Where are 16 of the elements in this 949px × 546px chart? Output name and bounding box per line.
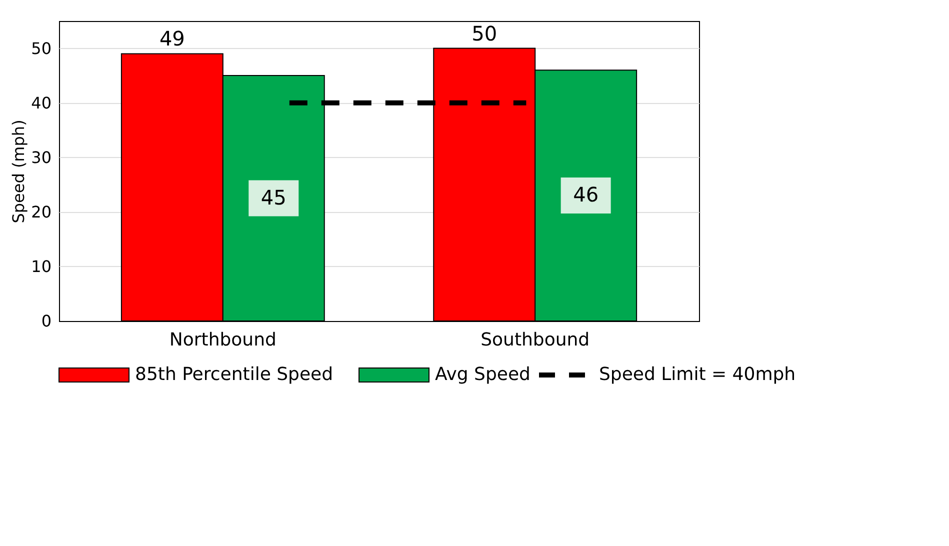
data-label: 50 <box>472 21 498 46</box>
y-tick-label: 40 <box>31 93 52 112</box>
data-label: 45 <box>260 185 286 210</box>
y-tick-label: 0 <box>41 312 52 330</box>
x-tick-label: Southbound <box>480 330 590 350</box>
y-tick-label: 20 <box>31 202 52 222</box>
x-tick-label: Northbound <box>169 330 276 350</box>
legend-label: Avg Speed <box>435 364 530 385</box>
data-label: 49 <box>159 26 185 51</box>
y-tick-label: 10 <box>31 256 52 276</box>
y-tick-label: 50 <box>31 38 52 58</box>
legend-label: 85th Percentile Speed <box>135 364 334 385</box>
y-tick-label: 30 <box>31 148 52 167</box>
legend-label: Speed Limit = 40mph <box>599 364 796 385</box>
data-label: 46 <box>573 182 599 207</box>
y-axis-title: Speed (mph) <box>9 120 28 224</box>
